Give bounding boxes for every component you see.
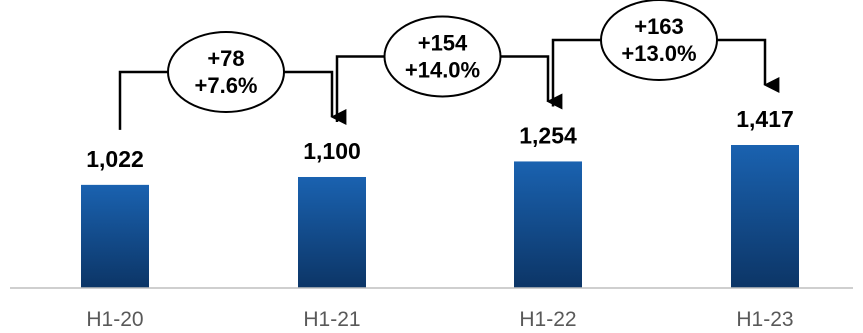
delta-bubble-3	[600, 0, 718, 81]
delta-pct-2: +14.0%	[405, 57, 480, 82]
bar-h1-20	[81, 184, 149, 288]
delta-bubble-1	[167, 30, 285, 113]
category-label-h1-20: H1-20	[86, 308, 143, 331]
delta-abs-3: +163	[634, 14, 684, 39]
delta-pct-1: +7.6%	[195, 73, 258, 98]
value-label-h1-23: 1,417	[736, 106, 794, 132]
category-label-h1-23: H1-23	[736, 308, 793, 331]
bar-h1-21	[298, 176, 366, 288]
category-label-h1-22: H1-22	[519, 308, 576, 331]
delta-pct-3: +13.0%	[621, 41, 696, 66]
delta-connectors-layer: +78+7.6% +154+14.0% +163+13.0%	[118, 0, 780, 130]
value-label-h1-20: 1,022	[86, 146, 144, 172]
value-label-h1-22: 1,254	[519, 122, 577, 148]
labels-layer: 1,022 H1-20 1,100 H1-21 1,254 H1-22 1,417 H1-23	[86, 106, 794, 331]
bars-layer	[81, 145, 799, 288]
bar-h1-22	[514, 161, 582, 288]
delta-bubble-2	[383, 15, 502, 98]
value-label-h1-21: 1,100	[303, 138, 361, 164]
delta-abs-2: +154	[418, 30, 468, 55]
bar-h1-23	[731, 145, 799, 288]
category-label-h1-21: H1-21	[303, 308, 360, 331]
delta-abs-1: +78	[207, 46, 244, 71]
